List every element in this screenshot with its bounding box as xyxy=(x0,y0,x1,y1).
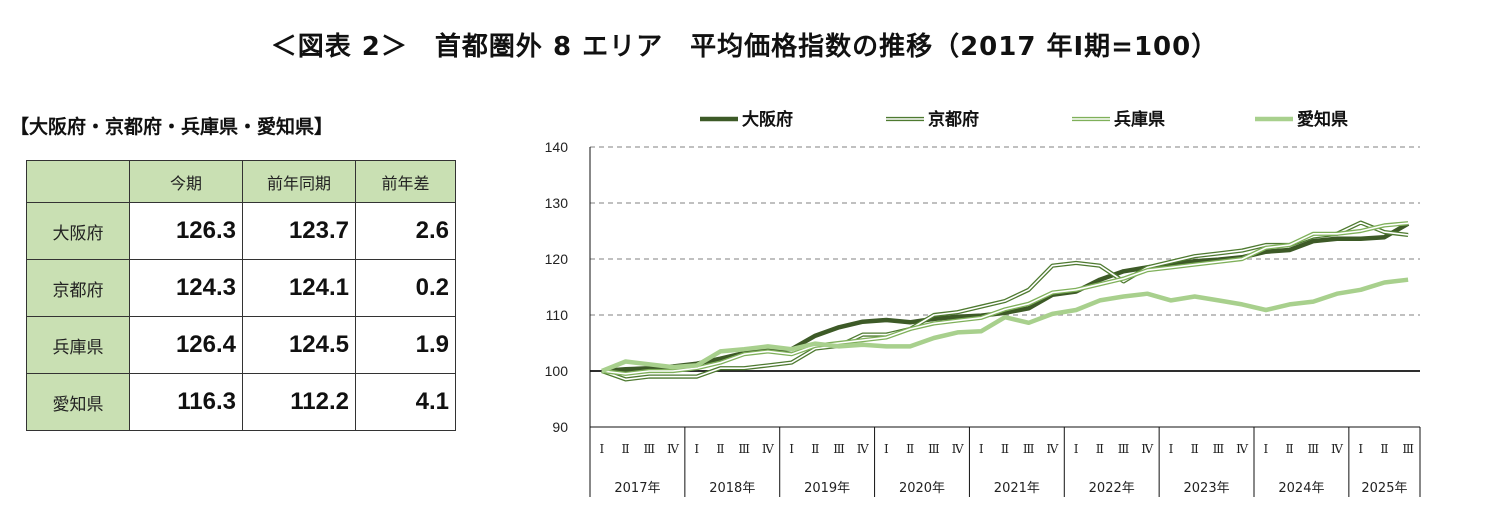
table-header-diff: 前年差 xyxy=(355,160,456,203)
cell-diff: 4.1 xyxy=(355,373,456,431)
quarter-tick-label: Ⅱ xyxy=(1191,442,1199,456)
table-header-row: 今期 前年同期 前年差 xyxy=(26,160,456,203)
quarter-tick-label: Ⅳ xyxy=(857,442,870,456)
cell-diff: 2.6 xyxy=(355,202,456,260)
quarter-tick-label: Ⅱ xyxy=(621,442,629,456)
quarter-tick-label: Ⅳ xyxy=(952,442,965,456)
quarter-tick-label: Ⅲ xyxy=(643,442,655,456)
row-label: 兵庫県 xyxy=(26,316,130,374)
quarter-tick-label: Ⅳ xyxy=(1331,442,1344,456)
year-label: 2020年 xyxy=(899,481,945,496)
quarter-tick-label: Ⅳ xyxy=(1141,442,1154,456)
quarter-tick-label: Ⅲ xyxy=(1118,442,1130,456)
year-label: 2017年 xyxy=(614,481,660,496)
year-label: 2025年 xyxy=(1361,481,1407,496)
year-label: 2021年 xyxy=(994,481,1040,496)
cell-current: 116.3 xyxy=(129,373,243,431)
quarter-tick-label: Ⅰ xyxy=(789,442,794,456)
quarter-tick-label: Ⅱ xyxy=(716,442,724,456)
year-label: 2024年 xyxy=(1278,481,1324,496)
quarter-tick-label: Ⅰ xyxy=(694,442,699,456)
quarter-tick-label: Ⅱ xyxy=(811,442,819,456)
quarter-tick-label: Ⅱ xyxy=(1285,442,1293,456)
quarter-tick-label: Ⅲ xyxy=(1307,442,1319,456)
y-tick-label: 100 xyxy=(545,363,569,379)
legend-label: 大阪府 xyxy=(742,109,793,130)
quarter-tick-label: Ⅰ xyxy=(599,442,604,456)
quarter-tick-label: Ⅳ xyxy=(762,442,775,456)
quarter-tick-label: Ⅱ xyxy=(1001,442,1009,456)
quarter-tick-label: Ⅲ xyxy=(1023,442,1035,456)
price-index-line-chart: 90 100 110 120 130 140 2017年 2018年 2019年 2020年 202… xyxy=(545,109,1421,497)
table-row: 愛知県 116.3 112.2 4.1 xyxy=(26,373,456,431)
quarter-tick-label: Ⅱ xyxy=(1380,442,1388,456)
quarter-tick-label: Ⅲ xyxy=(738,442,750,456)
quarter-tick-label: Ⅳ xyxy=(1046,442,1059,456)
quarter-tick-label: Ⅲ xyxy=(928,442,940,456)
quarter-tick-label: Ⅰ xyxy=(979,442,984,456)
row-label: 愛知県 xyxy=(26,373,130,431)
cell-last-year: 124.1 xyxy=(242,259,356,317)
quarter-tick-label: Ⅳ xyxy=(667,442,680,456)
y-tick-label: 130 xyxy=(545,195,569,211)
y-tick-label: 110 xyxy=(546,307,569,323)
quarter-tick-label: Ⅰ xyxy=(1263,442,1268,456)
y-tick-label: 140 xyxy=(545,139,569,155)
cell-diff: 0.2 xyxy=(355,259,456,317)
cell-last-year: 112.2 xyxy=(242,373,356,431)
summary-table: 今期 前年同期 前年差 大阪府 126.3 123.7 2.6 京都府 124.… xyxy=(26,160,456,431)
quarter-tick-label: Ⅰ xyxy=(1169,442,1174,456)
quarter-tick-label: Ⅰ xyxy=(1074,442,1079,456)
page-title: ＜図表 2＞ 首都圏外 8 エリア 平均価格指数の推移（2017 年Ⅰ期=100… xyxy=(270,32,1219,62)
table-header-current: 今期 xyxy=(129,160,243,203)
cell-last-year: 123.7 xyxy=(242,202,356,260)
section-title: 【大阪府・京都府・兵庫県・愛知県】 xyxy=(10,116,334,138)
year-label: 2023年 xyxy=(1184,481,1230,496)
legend-label: 兵庫県 xyxy=(1114,109,1165,130)
cell-current: 126.3 xyxy=(129,202,243,260)
series-line-兵庫県-inner xyxy=(601,222,1409,375)
table-corner-header xyxy=(26,160,130,203)
table-row: 兵庫県 126.4 124.5 1.9 xyxy=(26,316,456,374)
table-row: 大阪府 126.3 123.7 2.6 xyxy=(26,202,456,260)
legend-label: 京都府 xyxy=(928,109,979,130)
quarter-tick-label: Ⅲ xyxy=(1402,442,1414,456)
cell-current: 124.3 xyxy=(129,259,243,317)
cell-last-year: 124.5 xyxy=(242,316,356,374)
quarter-tick-label: Ⅱ xyxy=(906,442,914,456)
cell-current: 126.4 xyxy=(129,316,243,374)
y-tick-label: 120 xyxy=(545,251,569,267)
y-tick-label: 90 xyxy=(552,419,568,435)
quarter-tick-label: Ⅲ xyxy=(1213,442,1225,456)
quarter-tick-label: Ⅲ xyxy=(833,442,845,456)
row-label: 京都府 xyxy=(26,259,130,317)
quarter-tick-label: Ⅰ xyxy=(884,442,889,456)
series-line-愛知県 xyxy=(601,277,1409,374)
table-header-last-year: 前年同期 xyxy=(242,160,356,203)
legend-label: 愛知県 xyxy=(1297,109,1348,130)
year-label: 2019年 xyxy=(804,481,850,496)
cell-diff: 1.9 xyxy=(355,316,456,374)
table-row: 京都府 124.3 124.1 0.2 xyxy=(26,259,456,317)
row-label: 大阪府 xyxy=(26,202,130,260)
year-label: 2018年 xyxy=(709,481,755,496)
quarter-tick-label: Ⅳ xyxy=(1236,442,1249,456)
year-label: 2022年 xyxy=(1089,481,1135,496)
quarter-tick-label: Ⅰ xyxy=(1358,442,1363,456)
quarter-tick-label: Ⅱ xyxy=(1096,442,1104,456)
